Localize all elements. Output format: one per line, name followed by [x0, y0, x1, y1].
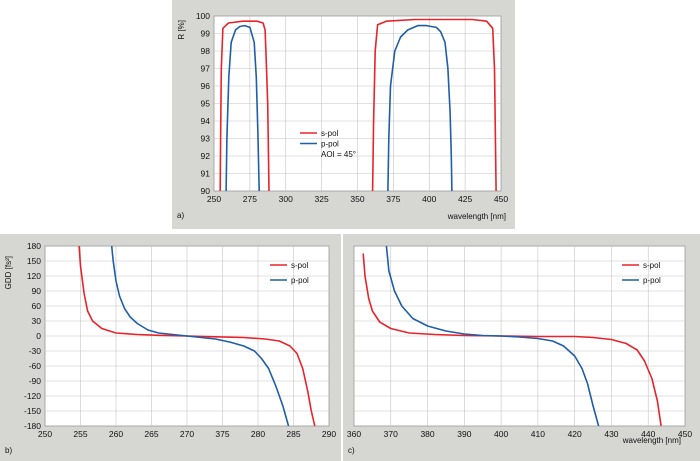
x-tick-label: 300 [279, 194, 293, 204]
x-tick-label: 450 [494, 194, 508, 204]
legend-label: s-pol [291, 261, 309, 270]
x-tick-label: 325 [315, 194, 329, 204]
y-tick-label: 180 [27, 241, 41, 251]
x-tick-label: 400 [494, 429, 508, 439]
legend-label: AOI = 45° [321, 150, 356, 159]
x-tick-label: 290 [322, 429, 336, 439]
y-axis-title: GDD [fs²] [4, 256, 13, 289]
y-tick-label: -120 [24, 391, 41, 401]
x-tick-label: 265 [144, 429, 158, 439]
panel-label: b) [5, 446, 12, 455]
y-tick-label: 99 [201, 29, 211, 39]
y-tick-label: -30 [29, 346, 42, 356]
legend-label: p-pol [321, 140, 339, 149]
legend-label: s-pol [321, 129, 339, 138]
chart-c-panel: 360 370 380 390 400 410 420 430 440 450 s-pol p-pol… [343, 234, 700, 461]
x-tick-label: 390 [457, 429, 471, 439]
chart-c: 360 370 380 390 400 410 420 430 440 450s-polp-pol… [343, 234, 700, 461]
y-tick-label: 100 [196, 11, 210, 21]
x-tick-label: 275 [243, 194, 257, 204]
chart-a-panel: 250 275 300 325 350 375 400 425 450 90 91 92 93 94 95 9… [172, 0, 515, 229]
y-tick-label: 150 [27, 256, 41, 266]
x-tick-label: 285 [286, 429, 300, 439]
chart-b: 250 255 260 265 270 375 280 285 290-180-150-120-… [0, 234, 341, 461]
x-tick-label: 350 [350, 194, 364, 204]
y-tick-label: 91 [201, 169, 211, 179]
x-tick-label: 380 [420, 429, 434, 439]
panel-label: a) [177, 211, 184, 220]
y-tick-label: 93 [201, 134, 211, 144]
y-axis-title: R [%] [177, 20, 186, 40]
x-axis-title: wavelength [nm] [622, 436, 681, 445]
y-tick-label: 94 [201, 116, 211, 126]
y-tick-label: -180 [24, 421, 41, 431]
legend-label: p-pol [643, 276, 661, 285]
chart-b-panel: 250 255 260 265 270 375 280 285 290 -180 -150 -120-… [0, 234, 341, 461]
x-tick-label: 255 [73, 429, 87, 439]
chart-a: 250 275 300 325 350 375 400 425 4509091929394959… [172, 0, 515, 229]
y-tick-label: 120 [27, 271, 41, 281]
y-tick-label: -90 [29, 376, 42, 386]
y-tick-label: 90 [32, 286, 42, 296]
x-tick-label: 410 [531, 429, 545, 439]
y-tick-label: 96 [201, 81, 211, 91]
x-tick-label: 420 [568, 429, 582, 439]
y-tick-label: 60 [32, 301, 42, 311]
y-tick-label: 92 [201, 151, 211, 161]
legend-label: s-pol [643, 261, 661, 270]
x-axis-title: wavelength [nm] [447, 212, 506, 221]
x-tick-label: 425 [458, 194, 472, 204]
x-tick-label: 360 [347, 429, 361, 439]
x-tick-label: 280 [251, 429, 265, 439]
x-tick-label: 430 [604, 429, 618, 439]
y-tick-label: 95 [201, 99, 211, 109]
x-tick-label: 260 [109, 429, 123, 439]
x-tick-label: 270 [180, 429, 194, 439]
y-tick-label: 97 [201, 64, 211, 74]
legend-label: p-pol [291, 276, 309, 285]
y-tick-label: 0 [36, 331, 41, 341]
y-tick-label: 30 [32, 316, 42, 326]
y-tick-label: 90 [201, 186, 211, 196]
x-tick-label: 370 [384, 429, 398, 439]
x-tick-label: 400 [422, 194, 436, 204]
x-tick-label: 375 [215, 429, 229, 439]
y-tick-label: -60 [29, 361, 42, 371]
panel-label: c) [348, 446, 355, 455]
x-tick-label: 375 [386, 194, 400, 204]
y-tick-label: -150 [24, 406, 41, 416]
y-tick-label: 98 [201, 46, 211, 56]
